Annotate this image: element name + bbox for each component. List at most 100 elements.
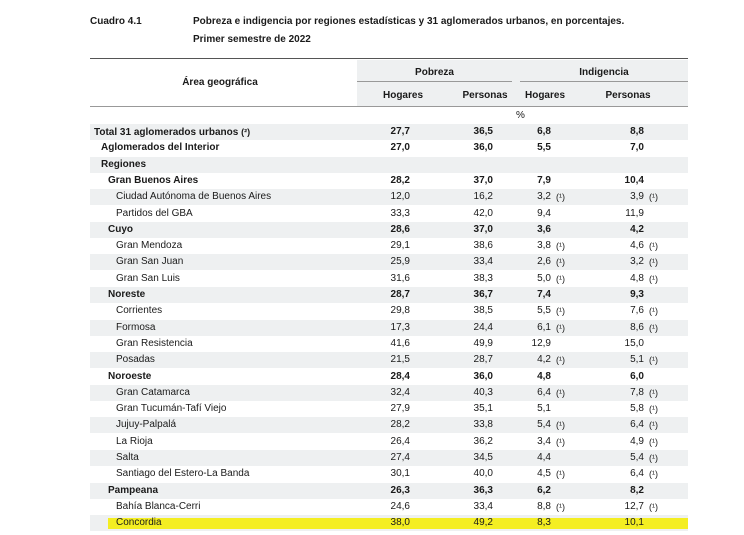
cell-value: 5,1 (630, 354, 644, 366)
footnote-ref: (¹) (556, 257, 565, 268)
cell-value: 7,0 (630, 142, 644, 154)
column-header: Hogares (524, 90, 565, 101)
row-label: Cuyo (108, 223, 133, 235)
cell-value: 8,8 (537, 500, 551, 512)
footnote-ref: (¹) (556, 273, 565, 284)
cell-value: 7,8 (630, 386, 644, 398)
cell-value: 3,6 (537, 223, 551, 235)
cell-value: 7,6 (630, 305, 644, 317)
cell-value: 40,3 (473, 386, 493, 398)
cell-value: 26,4 (390, 435, 410, 447)
cell-value: 37,0 (473, 174, 493, 186)
cell-value: 49,2 (473, 517, 493, 529)
cell-value: 4,5 (537, 468, 551, 480)
footnote-ref: (¹) (649, 192, 658, 203)
cell-value: 38,0 (390, 517, 410, 529)
table-title: Pobreza e indigencia por regiones estadí… (193, 16, 625, 27)
column-header: Personas (462, 90, 508, 101)
footnote-ref: (¹) (649, 420, 658, 431)
cell-value: 4,8 (537, 370, 551, 382)
cell-value: 30,1 (390, 468, 410, 480)
group-rule (357, 81, 512, 82)
cell-value: 33,4 (473, 256, 493, 268)
row-label: Gran San Luis (116, 272, 180, 284)
row-label: Concordia (116, 517, 162, 529)
footnote-ref: (¹) (649, 241, 658, 252)
row-label: Noroeste (108, 370, 152, 382)
cell-value: 6,8 (537, 126, 551, 137)
row-label: Gran Tucumán-Tafí Viejo (116, 403, 227, 415)
cell-value: 11,9 (625, 207, 644, 219)
footnote-ref: (¹) (556, 241, 565, 252)
footnote-ref: (¹) (649, 322, 658, 333)
cell-value: 3,9 (630, 191, 644, 203)
row-label: Ciudad Autónoma de Buenos Aires (116, 191, 272, 203)
row-band (90, 352, 688, 369)
cell-value: 36,2 (473, 435, 493, 447)
cell-value: 32,4 (390, 386, 410, 398)
group-rule (520, 81, 688, 82)
cell-value: 6,4 (630, 468, 644, 480)
footnote-ref: (¹) (649, 453, 658, 463)
cell-value: 28,2 (390, 174, 410, 186)
row-label: Corrientes (116, 305, 163, 317)
cell-value: 33,8 (473, 419, 493, 431)
column-header: Personas (605, 90, 651, 101)
row-label: Pampeana (108, 484, 159, 496)
cell-value: 12,9 (531, 337, 551, 349)
row-label: Salta (116, 452, 139, 463)
row-label: Gran Resistencia (116, 337, 193, 349)
group-header: Pobreza (415, 67, 454, 78)
footnote-ref: (¹) (649, 273, 658, 284)
cell-value: 10,4 (624, 174, 644, 186)
cell-value: 28,2 (390, 419, 410, 431)
footnote-ref: (¹) (556, 436, 565, 447)
row-label: Partidos del GBA (116, 207, 193, 219)
row-band (90, 189, 688, 206)
row-band (90, 417, 688, 434)
row-label: Gran Catamarca (116, 386, 190, 398)
row-label: Aglomerados del Interior (101, 142, 220, 154)
row-label: Posadas (116, 354, 155, 366)
row-label: Formosa (116, 321, 156, 333)
cell-value: 8,3 (537, 517, 551, 529)
cell-value: 7,4 (537, 289, 551, 300)
row-label: Total 31 aglomerados urbanos (²) (94, 127, 251, 138)
cell-value: 17,3 (390, 321, 410, 333)
cell-value: 6,0 (630, 370, 644, 382)
row-band (90, 221, 688, 238)
table-number: Cuadro 4.1 (90, 16, 142, 27)
cell-value: 38,5 (473, 305, 493, 317)
cell-value: 4,8 (630, 272, 644, 284)
row-band (90, 156, 688, 173)
footnote-ref: (¹) (649, 501, 658, 512)
cell-value: 38,3 (473, 272, 493, 284)
cell-value: 41,6 (390, 337, 410, 349)
cell-value: 7,9 (537, 174, 551, 186)
column-header: Hogares (382, 90, 423, 101)
row-label: La Rioja (116, 435, 153, 447)
cell-value: 4,9 (630, 435, 644, 447)
footnote-ref: (¹) (649, 404, 658, 415)
row-label: Noreste (108, 289, 146, 300)
cell-value: 21,5 (390, 354, 410, 366)
cell-value: 3,2 (537, 191, 551, 203)
row-band (90, 450, 688, 466)
cell-value: 36,5 (473, 126, 493, 137)
footnote-ref: (¹) (556, 306, 565, 317)
cell-value: 9,3 (630, 289, 644, 300)
row-band (90, 254, 688, 271)
cell-value: 8,2 (630, 484, 644, 496)
cell-value: 27,0 (390, 142, 410, 154)
top-rule (90, 58, 688, 59)
highlight-marker (108, 518, 688, 529)
cell-value: 12,7 (624, 500, 644, 512)
footnote-ref: (¹) (556, 322, 565, 333)
cell-value: 4,4 (537, 452, 551, 463)
cell-value: 27,9 (390, 403, 410, 415)
header-rule (90, 106, 688, 107)
cell-value: 27,4 (390, 452, 410, 463)
row-label: Santiago del Estero-La Banda (116, 468, 250, 480)
group-header: Indigencia (579, 67, 629, 78)
